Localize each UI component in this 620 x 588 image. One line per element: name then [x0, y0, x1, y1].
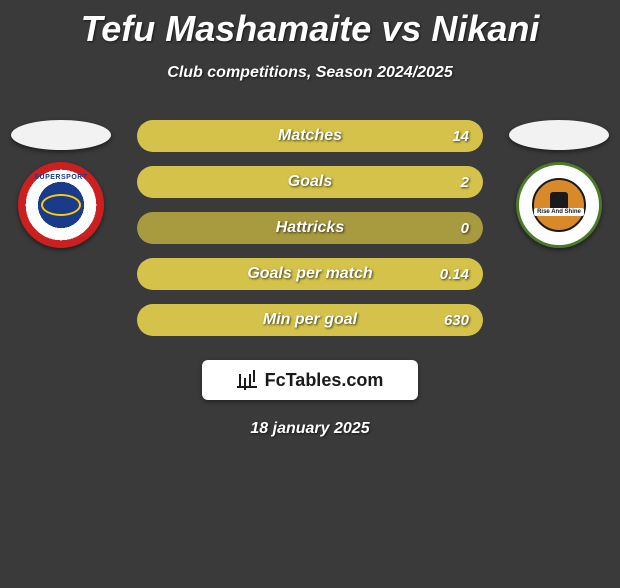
- player-right-photo: [509, 120, 609, 150]
- club-badge-right-motto: Rise And Shine: [534, 208, 584, 216]
- stat-label: Hattricks: [137, 219, 483, 237]
- stat-rows: Matches14 Goals2 Hattricks0 Goals per match…: [137, 120, 483, 336]
- player-right-column: Rise And Shine: [504, 120, 614, 248]
- club-badge-right: Rise And Shine: [516, 162, 602, 248]
- stat-label: Matches: [137, 127, 483, 145]
- stat-label: Goals per match: [137, 265, 483, 283]
- stat-row: Hattricks0: [137, 212, 483, 244]
- player-left-photo: [11, 120, 111, 150]
- chart-icon: [237, 370, 259, 390]
- stat-label: Goals: [137, 173, 483, 191]
- player-left-column: SUPERSPORT: [6, 120, 116, 248]
- stat-row: Min per goal630: [137, 304, 483, 336]
- branding-text: FcTables.com: [265, 370, 384, 391]
- branding-box[interactable]: FcTables.com: [202, 360, 418, 400]
- stat-value-right: 14: [452, 128, 469, 145]
- club-badge-left: SUPERSPORT: [18, 162, 104, 248]
- stat-value-right: 2: [461, 174, 469, 191]
- club-badge-right-inner: Rise And Shine: [532, 178, 586, 232]
- comparison-panel: SUPERSPORT Rise And Shine Matches14 Goals…: [0, 120, 620, 438]
- subtitle: Club competitions, Season 2024/2025: [0, 64, 620, 82]
- stat-label: Min per goal: [137, 311, 483, 329]
- stat-value-right: 0: [461, 220, 469, 237]
- page-title: Tefu Mashamaite vs Nikani: [0, 8, 620, 50]
- stat-row: Goals2: [137, 166, 483, 198]
- stat-value-right: 0.14: [440, 266, 469, 283]
- date-label: 18 january 2025: [0, 420, 620, 438]
- stat-row: Matches14: [137, 120, 483, 152]
- club-badge-left-label: SUPERSPORT: [34, 174, 87, 181]
- stat-value-right: 630: [444, 312, 469, 329]
- stat-row: Goals per match0.14: [137, 258, 483, 290]
